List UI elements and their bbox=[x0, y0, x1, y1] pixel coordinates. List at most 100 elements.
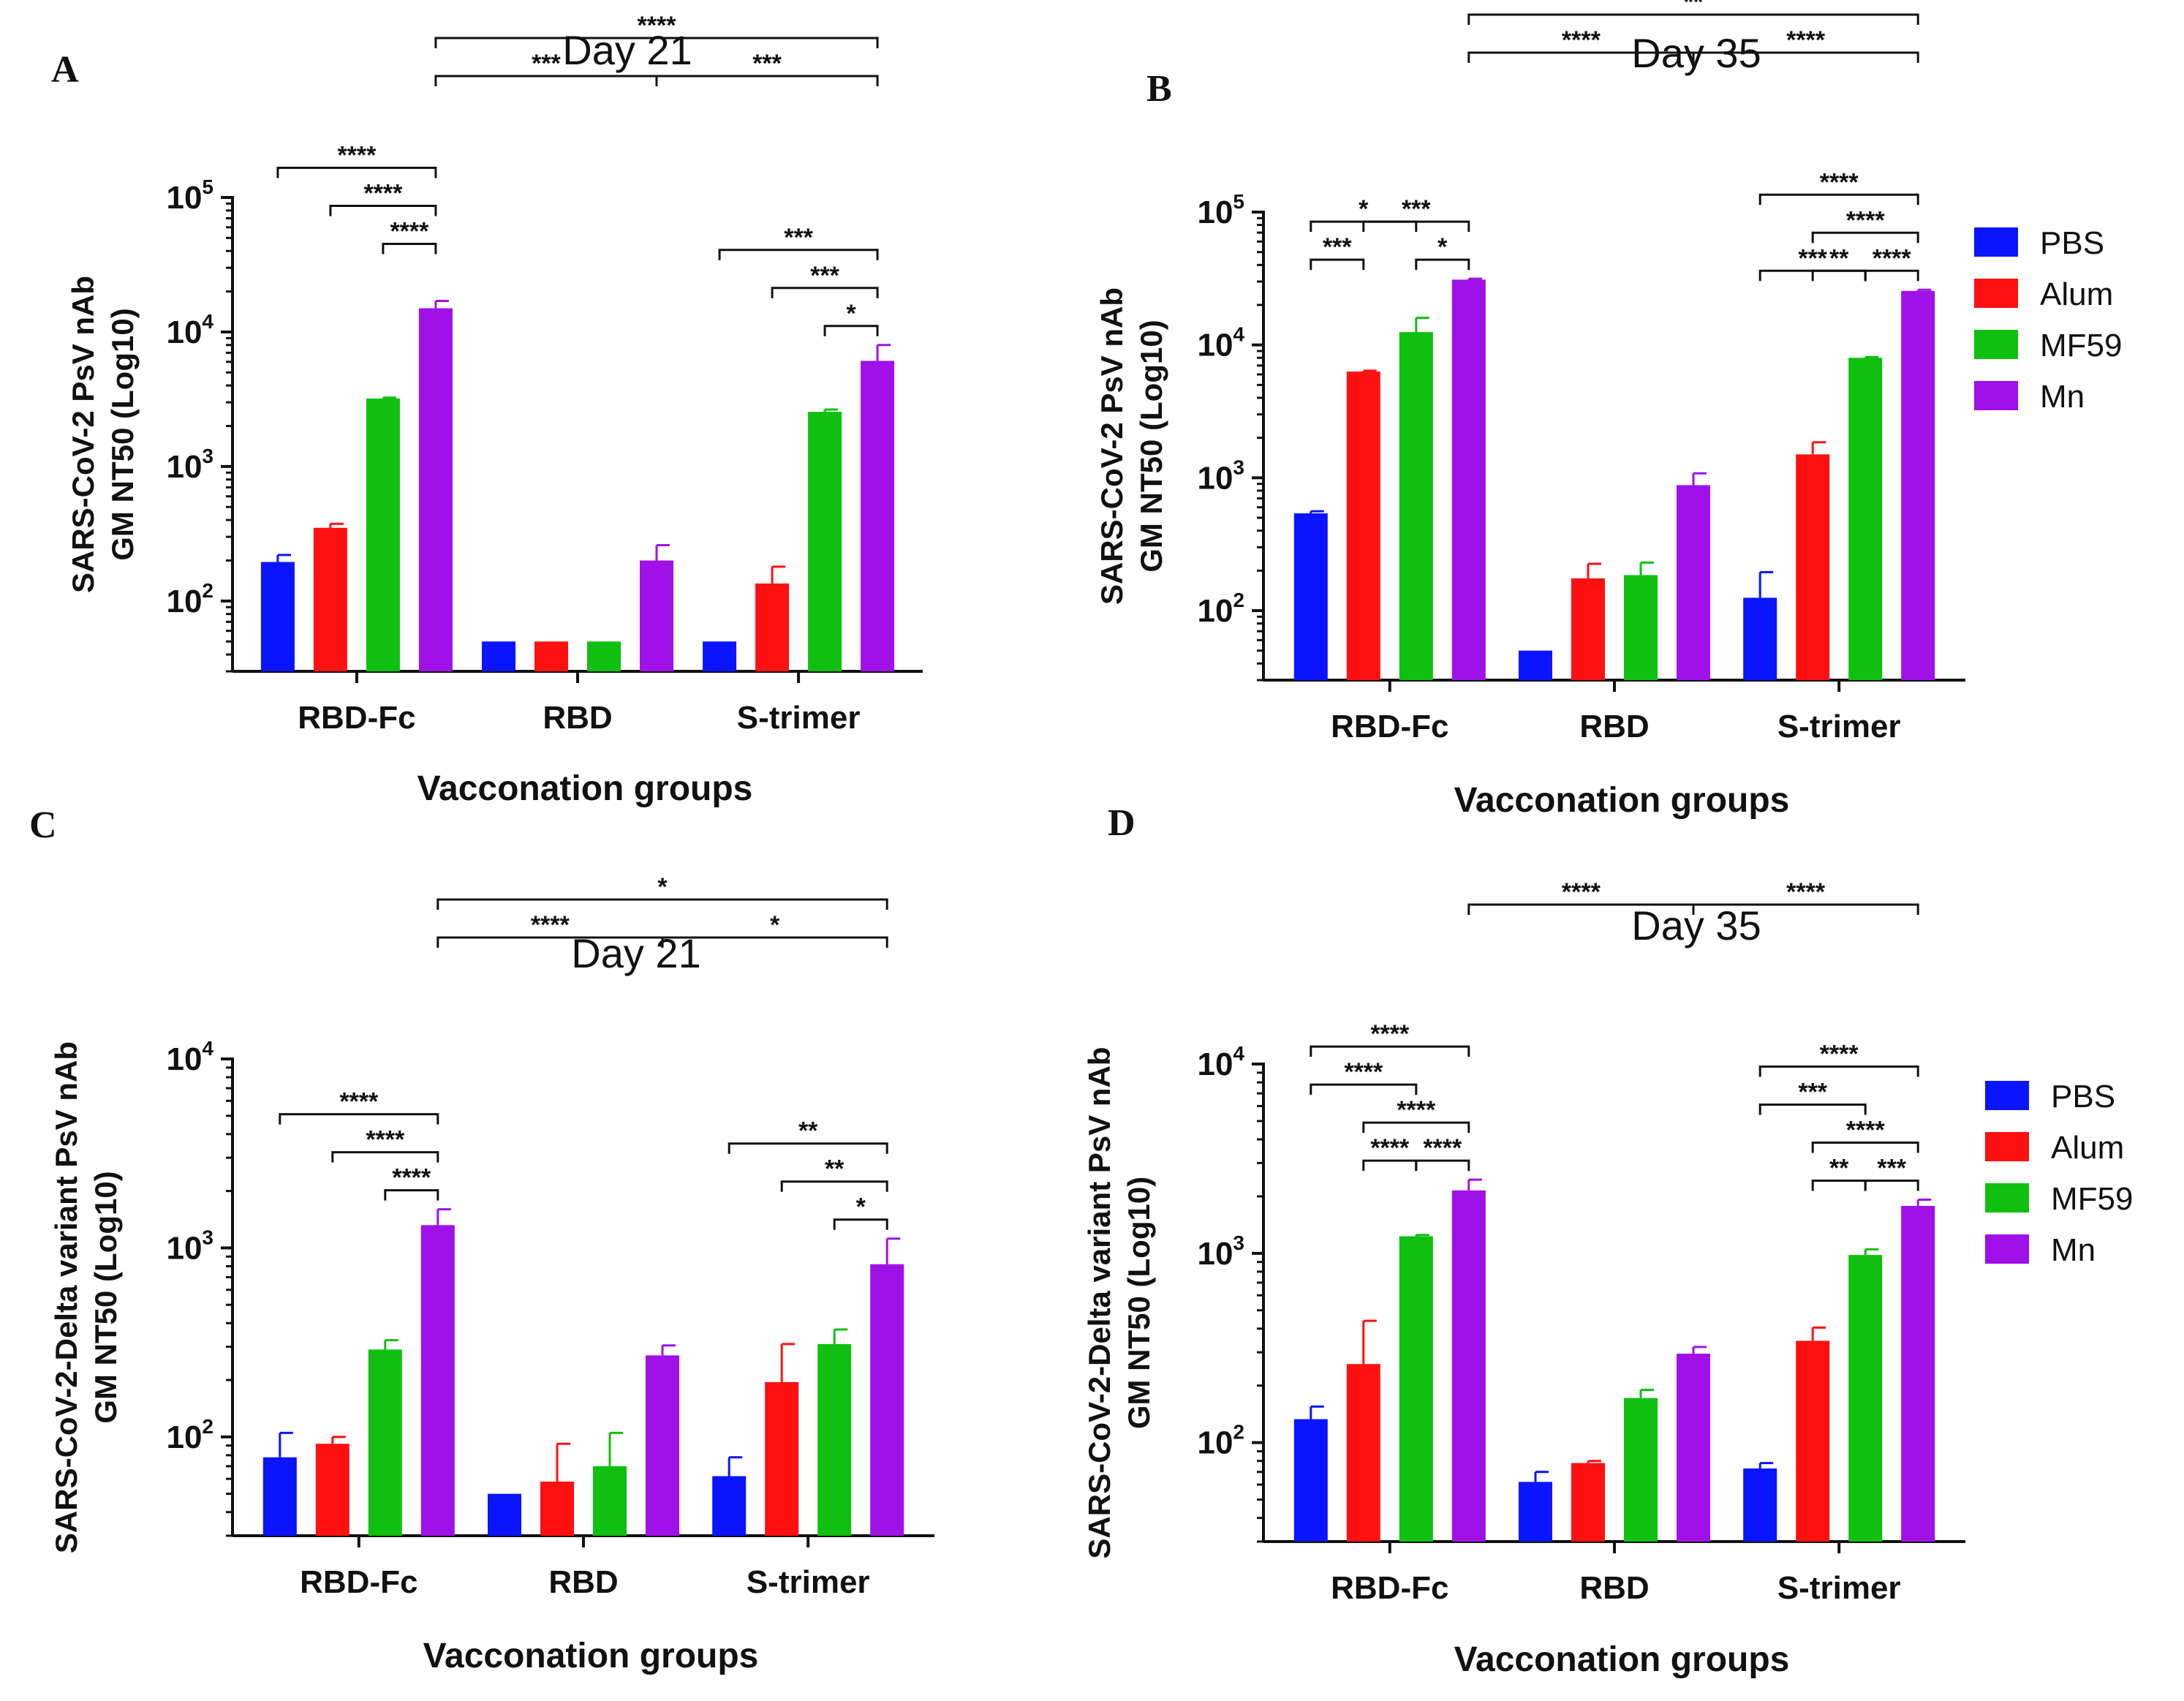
significance-label: **** bbox=[1562, 26, 1601, 54]
y-tick-base: 10 bbox=[166, 1419, 202, 1455]
bar-alum bbox=[1346, 1364, 1380, 1542]
y-tick-label: 104 bbox=[1197, 323, 1244, 363]
category-label: RBD-Fc bbox=[298, 700, 415, 736]
significance-label: * bbox=[1437, 233, 1448, 261]
significance-label: **** bbox=[366, 1126, 405, 1154]
y-tick-exponent: 2 bbox=[202, 1415, 214, 1438]
legend-label: MF59 bbox=[2040, 328, 2122, 363]
y-tick-exponent: 5 bbox=[1233, 190, 1244, 213]
bar-mf59 bbox=[1624, 575, 1658, 680]
bar-mn bbox=[646, 1355, 679, 1536]
significance-label: **** bbox=[337, 142, 377, 170]
y-tick-base: 10 bbox=[1197, 328, 1233, 363]
bar-mn bbox=[420, 1225, 455, 1536]
significance-label: **** bbox=[1873, 244, 1912, 272]
y-tick-label: 104 bbox=[1197, 1042, 1244, 1082]
significance-bracket bbox=[329, 205, 437, 216]
significance-label: ** bbox=[798, 1117, 818, 1145]
bar-pbs bbox=[260, 562, 295, 671]
significance-bracket bbox=[1692, 903, 1919, 915]
bar-mf59 bbox=[808, 412, 842, 671]
y-axis-label: SARS-CoV-2 PsV nAb GM NT50 (Log10) bbox=[66, 276, 140, 593]
legend-label: PBS bbox=[2040, 225, 2104, 261]
significance-label: **** bbox=[363, 180, 403, 208]
panel-letter: B bbox=[1146, 68, 1172, 110]
bar-mn bbox=[1451, 279, 1486, 680]
bar-alum bbox=[755, 583, 790, 671]
bar-mf59 bbox=[593, 1466, 627, 1536]
significance-label: **** bbox=[1370, 1020, 1410, 1048]
significance-label: *** bbox=[1798, 1079, 1827, 1106]
legend-label: PBS bbox=[2051, 1079, 2115, 1114]
significance-bracket bbox=[1758, 193, 1919, 205]
significance-label: *** bbox=[1798, 244, 1827, 272]
significance-label: **** bbox=[1820, 168, 1859, 196]
significance-bracket bbox=[1467, 13, 1919, 25]
significance-label: ** bbox=[1829, 244, 1849, 272]
significance-label: **** bbox=[1370, 1134, 1410, 1162]
bar-mf59 bbox=[1848, 1255, 1883, 1542]
category-label: RBD bbox=[548, 1564, 618, 1600]
significance-label: **** bbox=[1786, 878, 1826, 906]
significance-bracket bbox=[331, 1151, 439, 1163]
bar-mn bbox=[1901, 1206, 1935, 1542]
bar-alum bbox=[534, 641, 568, 671]
significance-label: **** bbox=[392, 1164, 431, 1192]
legend-label: MF59 bbox=[2051, 1181, 2133, 1217]
y-tick-base: 10 bbox=[166, 584, 202, 619]
significance-label: ** bbox=[1829, 1155, 1849, 1183]
bar-mn bbox=[640, 560, 673, 671]
bar-pbs bbox=[1519, 650, 1552, 680]
legend-swatch-pbs bbox=[1985, 1081, 2029, 1110]
y-tick-exponent: 5 bbox=[202, 176, 214, 198]
y-tick-exponent: 4 bbox=[1233, 323, 1244, 346]
significance-label: **** bbox=[638, 12, 677, 39]
y-tick-exponent: 2 bbox=[1233, 589, 1244, 611]
y-tick-base: 10 bbox=[1197, 593, 1233, 629]
bar-mn bbox=[1451, 1190, 1486, 1542]
significance-label: ** bbox=[825, 1155, 844, 1183]
significance-bracket bbox=[718, 249, 879, 260]
y-tick-base: 10 bbox=[1197, 195, 1233, 230]
y-tick-exponent: 4 bbox=[1233, 1042, 1244, 1065]
x-axis-label: Vacconation groups bbox=[1454, 781, 1790, 820]
y-tick-exponent: 3 bbox=[202, 445, 214, 467]
y-tick-label: 104 bbox=[166, 310, 214, 350]
significance-label: *** bbox=[810, 262, 839, 290]
y-tick-exponent: 3 bbox=[1233, 1232, 1244, 1254]
bar-mf59 bbox=[1399, 1236, 1433, 1542]
significance-label: * bbox=[770, 911, 780, 939]
y-tick-label: 102 bbox=[1197, 589, 1244, 629]
category-label: S-trimer bbox=[1777, 709, 1901, 744]
y-tick-base: 10 bbox=[166, 180, 202, 216]
significance-bracket bbox=[1362, 1159, 1418, 1172]
significance-bracket bbox=[1864, 1180, 1919, 1191]
bar-mf59 bbox=[817, 1343, 852, 1536]
significance-bracket bbox=[1811, 1142, 1919, 1153]
y-axis-label-line1: SARS-CoV-2-Delta variant PsV nAb bbox=[49, 1041, 83, 1553]
bar-pbs bbox=[1293, 513, 1328, 680]
significance-bracket bbox=[1310, 1045, 1470, 1057]
significance-label: * bbox=[846, 300, 856, 328]
significance-bracket bbox=[384, 1189, 439, 1201]
y-tick-base: 10 bbox=[166, 314, 202, 350]
bar-alum bbox=[1796, 454, 1830, 680]
significance-label: *** bbox=[752, 50, 782, 78]
category-label: S-trimer bbox=[1777, 1570, 1901, 1606]
significance-bracket bbox=[434, 37, 879, 48]
legend-swatch-alum bbox=[1985, 1132, 2029, 1161]
bar-pbs bbox=[1293, 1419, 1328, 1542]
significance-bracket bbox=[279, 1113, 439, 1125]
chart-title: Day 21 bbox=[562, 27, 692, 73]
significance-label: *** bbox=[784, 224, 813, 252]
bar-pbs bbox=[1519, 1482, 1552, 1542]
legend-swatch-mf59 bbox=[1985, 1183, 2029, 1212]
y-tick-base: 10 bbox=[1197, 1236, 1233, 1272]
y-axis-label-line1: SARS-CoV-2 PsV nAb bbox=[66, 276, 100, 593]
significance-label: **** bbox=[1846, 1117, 1886, 1144]
bar-mn bbox=[861, 361, 895, 671]
y-axis-label-line2: GM NT50 (Log10) bbox=[88, 1171, 123, 1423]
panel-letter: D bbox=[1108, 802, 1136, 844]
